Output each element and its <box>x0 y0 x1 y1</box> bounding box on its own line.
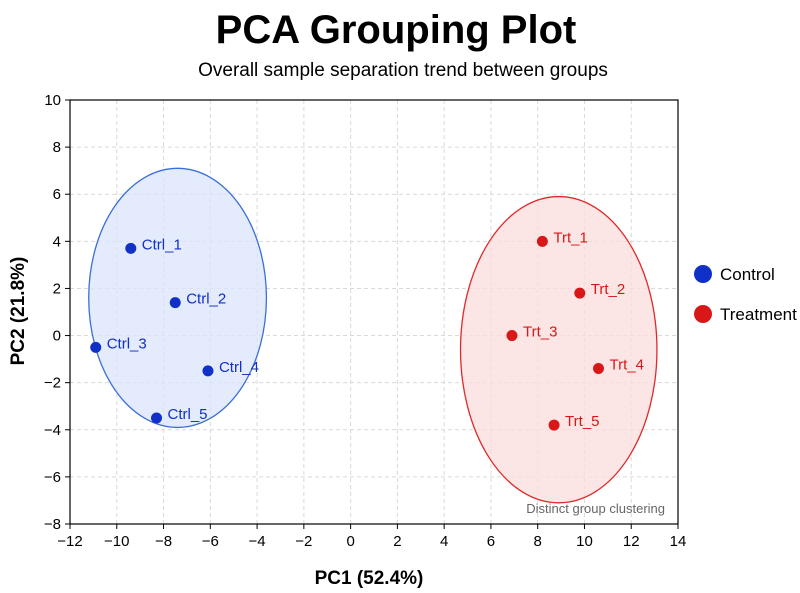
y-tick-label: 2 <box>53 280 61 297</box>
point-trt-5 <box>548 419 560 431</box>
point-ctrl-1 <box>125 242 137 254</box>
ellipse-treatment <box>459 195 658 504</box>
y-tick-label: −6 <box>44 469 61 486</box>
x-tick-label: 12 <box>623 533 640 550</box>
x-tick-label: 0 <box>346 533 354 550</box>
legend-label-control: Control <box>720 265 775 284</box>
x-tick-label: 2 <box>393 533 401 550</box>
y-tick-label: 10 <box>44 92 61 109</box>
x-tick-label: −12 <box>57 533 82 550</box>
legend-marker-treatment <box>694 305 712 323</box>
axes: −12 −10 −8 −6 −4 −2 0 2 4 6 8 10 12 14 −8 −6 −4 −2 0 2 4 6 8 10 <box>44 92 686 550</box>
legend-marker-control <box>694 265 712 283</box>
point-label-trt-5: Trt_5 <box>565 413 599 430</box>
legend-label-treatment: Treatment <box>720 305 797 324</box>
point-ctrl-2 <box>169 297 181 309</box>
annotation-group-clustering: Distinct group clustering <box>526 501 665 516</box>
point-ctrl-4 <box>202 365 214 377</box>
x-tick-label: −8 <box>155 533 172 550</box>
point-label-trt-1: Trt_1 <box>553 229 587 246</box>
x-tick-label: 14 <box>670 533 687 550</box>
chart-subtitle: Overall sample separation trend between … <box>198 60 608 81</box>
point-trt-3 <box>506 330 518 342</box>
x-axis-title: PC1 (52.4%) <box>315 568 424 589</box>
point-label-ctrl-5: Ctrl_5 <box>168 406 208 423</box>
point-label-trt-4: Trt_4 <box>609 357 643 374</box>
x-tick-label: −2 <box>295 533 312 550</box>
y-tick-label: −2 <box>44 375 61 392</box>
data-points: Ctrl_1 Ctrl_2 Ctrl_3 Ctrl_4 Ctrl_5 Trt_1 Trt_2… <box>90 229 644 431</box>
y-tick-label: −4 <box>44 422 61 439</box>
y-tick-label: 8 <box>53 139 61 156</box>
point-label-ctrl-2: Ctrl_2 <box>186 291 226 308</box>
point-trt-4 <box>592 363 604 375</box>
point-label-ctrl-1: Ctrl_1 <box>142 236 182 253</box>
x-tick-label: 8 <box>534 533 542 550</box>
point-label-ctrl-3: Ctrl_3 <box>107 335 147 352</box>
y-tick-label: 0 <box>53 328 61 345</box>
y-axis-title: PC2 (21.8%) <box>8 257 29 366</box>
y-tick-label: −8 <box>44 516 61 533</box>
x-tick-label: 6 <box>487 533 495 550</box>
chart-title: PCA Grouping Plot <box>216 8 577 52</box>
plot-frame <box>69 99 679 525</box>
x-tick-label: −10 <box>104 533 129 550</box>
x-tick-label: −4 <box>249 533 266 550</box>
point-ctrl-5 <box>151 412 163 424</box>
point-ctrl-3 <box>90 341 102 353</box>
point-trt-2 <box>574 287 586 299</box>
point-trt-1 <box>536 235 548 247</box>
x-tick-label: 10 <box>576 533 593 550</box>
point-label-trt-2: Trt_2 <box>591 281 625 298</box>
point-label-trt-3: Trt_3 <box>523 324 557 341</box>
point-label-ctrl-4: Ctrl_4 <box>219 359 259 376</box>
y-tick-label: 6 <box>53 186 61 203</box>
legend: Control Treatment <box>694 265 797 324</box>
y-tick-label: 4 <box>53 233 61 250</box>
x-tick-label: 4 <box>440 533 448 550</box>
x-tick-label: −6 <box>202 533 219 550</box>
